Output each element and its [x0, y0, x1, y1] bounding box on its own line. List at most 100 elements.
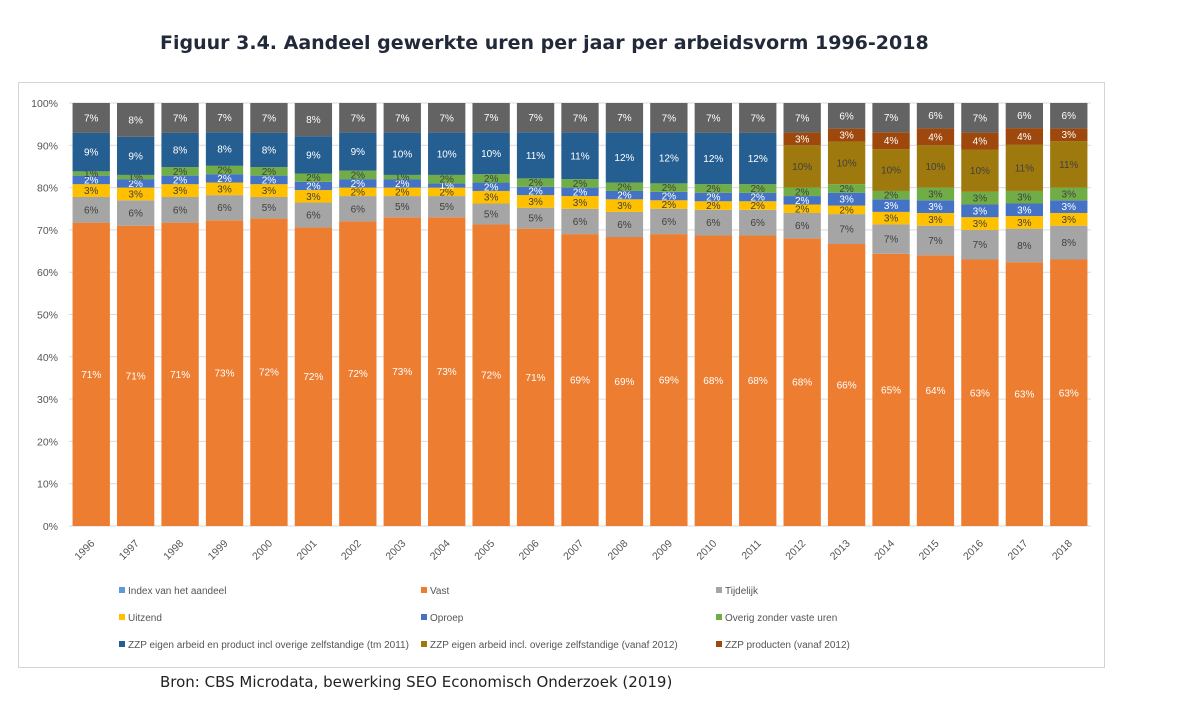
bar-segment — [472, 103, 510, 133]
data-label: 6% — [795, 221, 810, 232]
bar-segment — [116, 103, 155, 137]
data-label: 3% — [1017, 193, 1032, 204]
data-label: 2% — [706, 184, 721, 195]
data-label: 2% — [795, 187, 810, 198]
data-label: 2% — [839, 184, 854, 195]
data-label: 3% — [306, 192, 321, 203]
data-label: 71% — [170, 370, 190, 381]
data-label: 2% — [706, 193, 721, 204]
legend-label: ZZP eigen arbeid en product incl overige… — [128, 640, 409, 651]
bar-segment — [72, 175, 110, 185]
data-label: 63% — [970, 388, 990, 399]
bar-segment — [472, 203, 510, 225]
bar-segment — [916, 200, 955, 213]
data-label: 2% — [573, 187, 588, 198]
bar-segment — [472, 190, 510, 204]
data-label: 73% — [437, 367, 457, 378]
bar-segment — [739, 184, 777, 193]
bar-segment — [161, 197, 199, 223]
y-tick-label: 40% — [37, 352, 58, 364]
data-label: 6% — [173, 205, 188, 216]
bar-segment — [1005, 203, 1044, 217]
bar-segment — [1005, 262, 1044, 526]
data-label: 5% — [395, 202, 410, 213]
legend-swatch — [716, 614, 722, 620]
bar-segment — [516, 103, 555, 133]
data-label: 3% — [795, 134, 810, 145]
data-label: 2% — [262, 175, 277, 186]
bar-segment — [605, 211, 644, 238]
data-label: 3% — [262, 186, 277, 197]
bar-segment — [1005, 190, 1044, 204]
data-label: 10% — [970, 166, 990, 177]
bar-segment — [339, 196, 377, 222]
bar-segment — [650, 132, 688, 184]
data-label: 3% — [973, 219, 988, 230]
bar-segment — [1050, 103, 1088, 129]
legend-swatch — [716, 641, 722, 647]
data-label: 2% — [484, 182, 499, 193]
data-label: 9% — [84, 148, 99, 159]
data-label: 7% — [973, 113, 988, 124]
y-tick-label: 20% — [37, 436, 58, 448]
x-tick-label: 2012 — [783, 538, 808, 563]
y-tick-label: 0% — [43, 521, 58, 533]
data-label: 6% — [662, 217, 677, 228]
data-label: 1% — [84, 169, 99, 180]
data-label: 9% — [351, 147, 366, 158]
data-label: 2% — [751, 193, 766, 204]
bar-segment — [783, 103, 821, 133]
data-label: 10% — [392, 149, 412, 160]
bar-segment — [561, 103, 599, 133]
bar-segment — [783, 204, 821, 213]
x-tick-label: 2009 — [650, 538, 675, 563]
data-label: 3% — [1017, 218, 1032, 229]
bar-segment — [1005, 103, 1044, 129]
source-note: Bron: CBS Microdata, bewerking SEO Econo… — [160, 673, 673, 691]
x-tick-label: 2001 — [295, 538, 320, 563]
bar-segment — [1050, 212, 1088, 226]
bar-segment — [605, 199, 644, 212]
bar-segment — [694, 201, 732, 210]
x-tick-label: 1997 — [117, 538, 142, 563]
bar-segment — [428, 187, 466, 197]
data-label: 11% — [570, 151, 589, 162]
bar-segment — [72, 132, 110, 172]
bar-segment — [916, 225, 955, 256]
data-label: 2% — [173, 167, 188, 178]
data-label: 2% — [262, 167, 277, 178]
bar-segment — [605, 103, 644, 133]
bar-segment — [339, 221, 377, 526]
data-label: 68% — [748, 376, 768, 387]
data-label: 6% — [1017, 111, 1032, 122]
data-label: 2% — [662, 192, 677, 203]
bar-segment — [339, 187, 377, 197]
data-label: 3% — [973, 194, 988, 205]
data-label: 3% — [928, 202, 943, 213]
y-tick-label: 90% — [37, 140, 58, 152]
data-label: 7% — [173, 113, 188, 124]
x-tick-label: 2000 — [250, 538, 275, 563]
data-label: 69% — [614, 377, 634, 388]
data-label: 2% — [839, 205, 854, 216]
bar-segment — [561, 234, 599, 526]
y-tick-label: 80% — [37, 183, 58, 195]
data-label: 7% — [395, 113, 410, 124]
data-label: 9% — [128, 151, 143, 162]
bar-segment — [294, 227, 333, 527]
bar-segment — [872, 103, 910, 133]
data-label: 3% — [884, 201, 899, 212]
bar-segment — [827, 244, 866, 526]
legend-label: Vast — [430, 586, 449, 597]
bar-segment — [739, 209, 777, 236]
bar-segment — [383, 187, 421, 197]
data-label: 68% — [792, 378, 812, 389]
bar-segment — [961, 204, 999, 218]
data-label: 8% — [1017, 241, 1032, 252]
data-label: 2% — [439, 175, 454, 186]
stacked-bar-chart: 0% 10% 20% 30% 40% 50% 60% 70% 80% 90% 100% 71% 6% 3… — [31, 98, 1091, 651]
y-tick-label: 70% — [37, 225, 58, 237]
chart-frame: 0% 10% 20% 30% 40% 50% 60% 70% 80% 90% 100% 71% 6% 3… — [18, 82, 1105, 668]
data-label: 3% — [1062, 202, 1077, 213]
data-label: 7% — [217, 113, 232, 124]
